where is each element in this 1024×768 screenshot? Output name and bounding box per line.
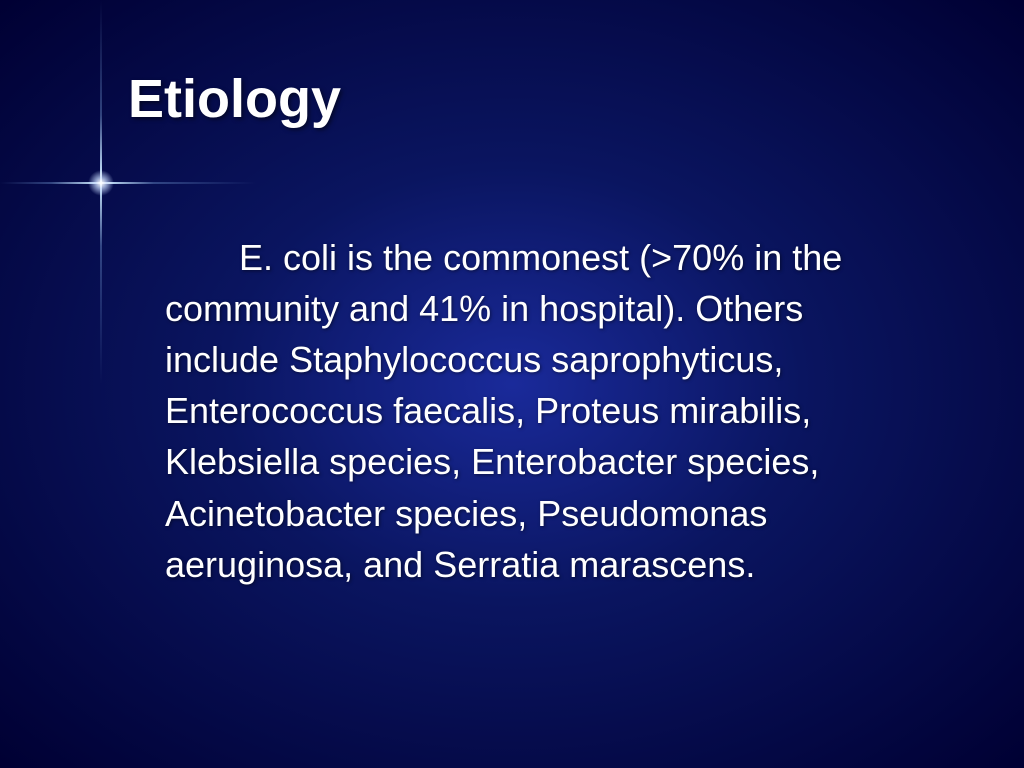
slide-title: Etiology: [128, 68, 341, 130]
slide-body-text: E. coli is the commonest (>70% in the co…: [165, 237, 842, 585]
decorative-cross-glow: [88, 170, 114, 196]
slide-body: E. coli is the commonest (>70% in the co…: [165, 232, 895, 590]
decorative-cross-vertical: [100, 0, 102, 768]
decorative-cross-horizontal: [0, 182, 1024, 184]
